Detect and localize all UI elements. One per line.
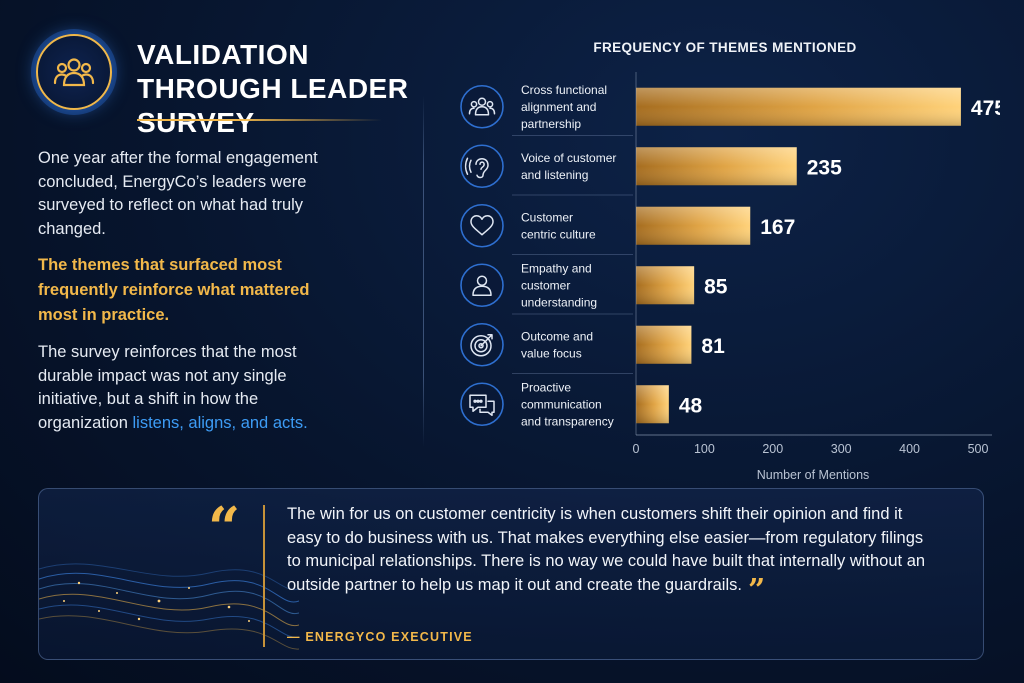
category-label-line: and transparency xyxy=(521,414,614,428)
quote-rule xyxy=(263,505,265,647)
x-tick-label: 100 xyxy=(694,442,715,456)
chart-row: Proactive communication and transparency 48 xyxy=(460,380,703,428)
closing-emphasis: listens, aligns, and acts. xyxy=(132,413,308,432)
chart-row: Empathy and customer understanding 85 xyxy=(460,261,728,315)
title-underline xyxy=(137,119,382,121)
category-label-line: centric culture xyxy=(521,227,596,241)
highlight-paragraph: The themes that surfaced most frequently… xyxy=(38,256,310,324)
bar-shine xyxy=(636,385,669,424)
chart-row: Outcome and value focus 81 xyxy=(460,322,725,374)
value-label: 475 xyxy=(971,97,1000,120)
chart-row: Customer centric culture 167 xyxy=(460,203,795,255)
bar-shine xyxy=(636,87,961,126)
quote-card xyxy=(38,488,984,660)
category-label-line: partnership xyxy=(521,117,581,131)
category-label-line: Voice of customer xyxy=(521,151,616,165)
category-label-line: Cross functional xyxy=(521,83,607,97)
value-label: 235 xyxy=(807,156,842,179)
category-label-line: alignment and xyxy=(521,100,596,114)
people-group-icon xyxy=(53,58,95,87)
value-label: 48 xyxy=(679,394,703,417)
heart-icon xyxy=(470,215,494,236)
chart-row: Voice of customer and listening 235 xyxy=(460,144,842,196)
category-label: Cross functional alignment and partnership xyxy=(521,83,607,131)
value-label: 85 xyxy=(704,275,728,298)
close-quote-mark: ” xyxy=(747,572,766,608)
quote-body: The win for us on customer centricity is… xyxy=(287,505,926,594)
category-label-line: and listening xyxy=(521,168,588,182)
category-label-line: understanding xyxy=(521,295,597,309)
bar-shine xyxy=(636,206,751,245)
x-tick-label: 200 xyxy=(762,442,783,456)
category-label-line: value focus xyxy=(521,346,582,360)
value-label: 167 xyxy=(760,216,795,239)
open-quote-mark: “ xyxy=(208,495,241,561)
category-label: Outcome and value focus xyxy=(521,329,593,360)
closing-text: The survey reinforces that the most dura… xyxy=(38,343,297,432)
closing-paragraph: The survey reinforces that the most dura… xyxy=(38,341,338,435)
bar-chart: Cross functional alignment and partnership… xyxy=(460,72,1000,480)
quote-attribution: — ENERGYCO EXECUTIVE xyxy=(287,630,473,644)
quote-text: The win for us on customer centricity is… xyxy=(287,503,937,605)
chat-bubbles-icon xyxy=(469,394,495,416)
category-label: Proactive communication and transparency xyxy=(521,380,614,428)
row-icon-circle xyxy=(460,203,504,248)
x-axis-title: Number of Mentions xyxy=(757,468,870,480)
bar-shine xyxy=(636,147,797,186)
category-label: Customer centric culture xyxy=(521,210,596,241)
people-group-icon xyxy=(468,97,496,116)
category-label-line: Empathy and xyxy=(521,261,592,275)
row-icon-circle xyxy=(460,144,504,189)
ear-icon xyxy=(464,157,489,179)
x-tick-label: 400 xyxy=(899,442,920,456)
bar-shine xyxy=(636,266,695,305)
x-tick-label: 300 xyxy=(831,442,852,456)
column-divider xyxy=(423,95,424,447)
category-label-line: Outcome and xyxy=(521,329,593,343)
chart-row: Cross functional alignment and partnership… xyxy=(460,83,1000,136)
page-title: VALIDATION THROUGH LEADER SURVEY xyxy=(137,39,409,138)
value-label: 81 xyxy=(701,335,725,358)
header-badge xyxy=(36,34,112,110)
person-icon xyxy=(472,275,492,296)
category-label-line: customer xyxy=(521,278,570,292)
target-icon xyxy=(470,334,493,357)
category-label-line: Proactive xyxy=(521,380,571,394)
row-icon-circle xyxy=(460,382,504,427)
category-label: Voice of customer and listening xyxy=(521,151,616,182)
chart-title: FREQUENCY OF THEMES MENTIONED xyxy=(593,40,857,55)
category-label-line: communication xyxy=(521,397,602,411)
bar-shine xyxy=(636,325,692,364)
x-tick-label: 500 xyxy=(968,442,989,456)
intro-paragraph: One year after the formal engagement con… xyxy=(38,149,318,238)
category-label-line: Customer xyxy=(521,210,573,224)
decorative-light-waves xyxy=(39,563,299,650)
category-label: Empathy and customer understanding xyxy=(521,261,597,309)
x-tick-label: 0 xyxy=(633,442,640,456)
